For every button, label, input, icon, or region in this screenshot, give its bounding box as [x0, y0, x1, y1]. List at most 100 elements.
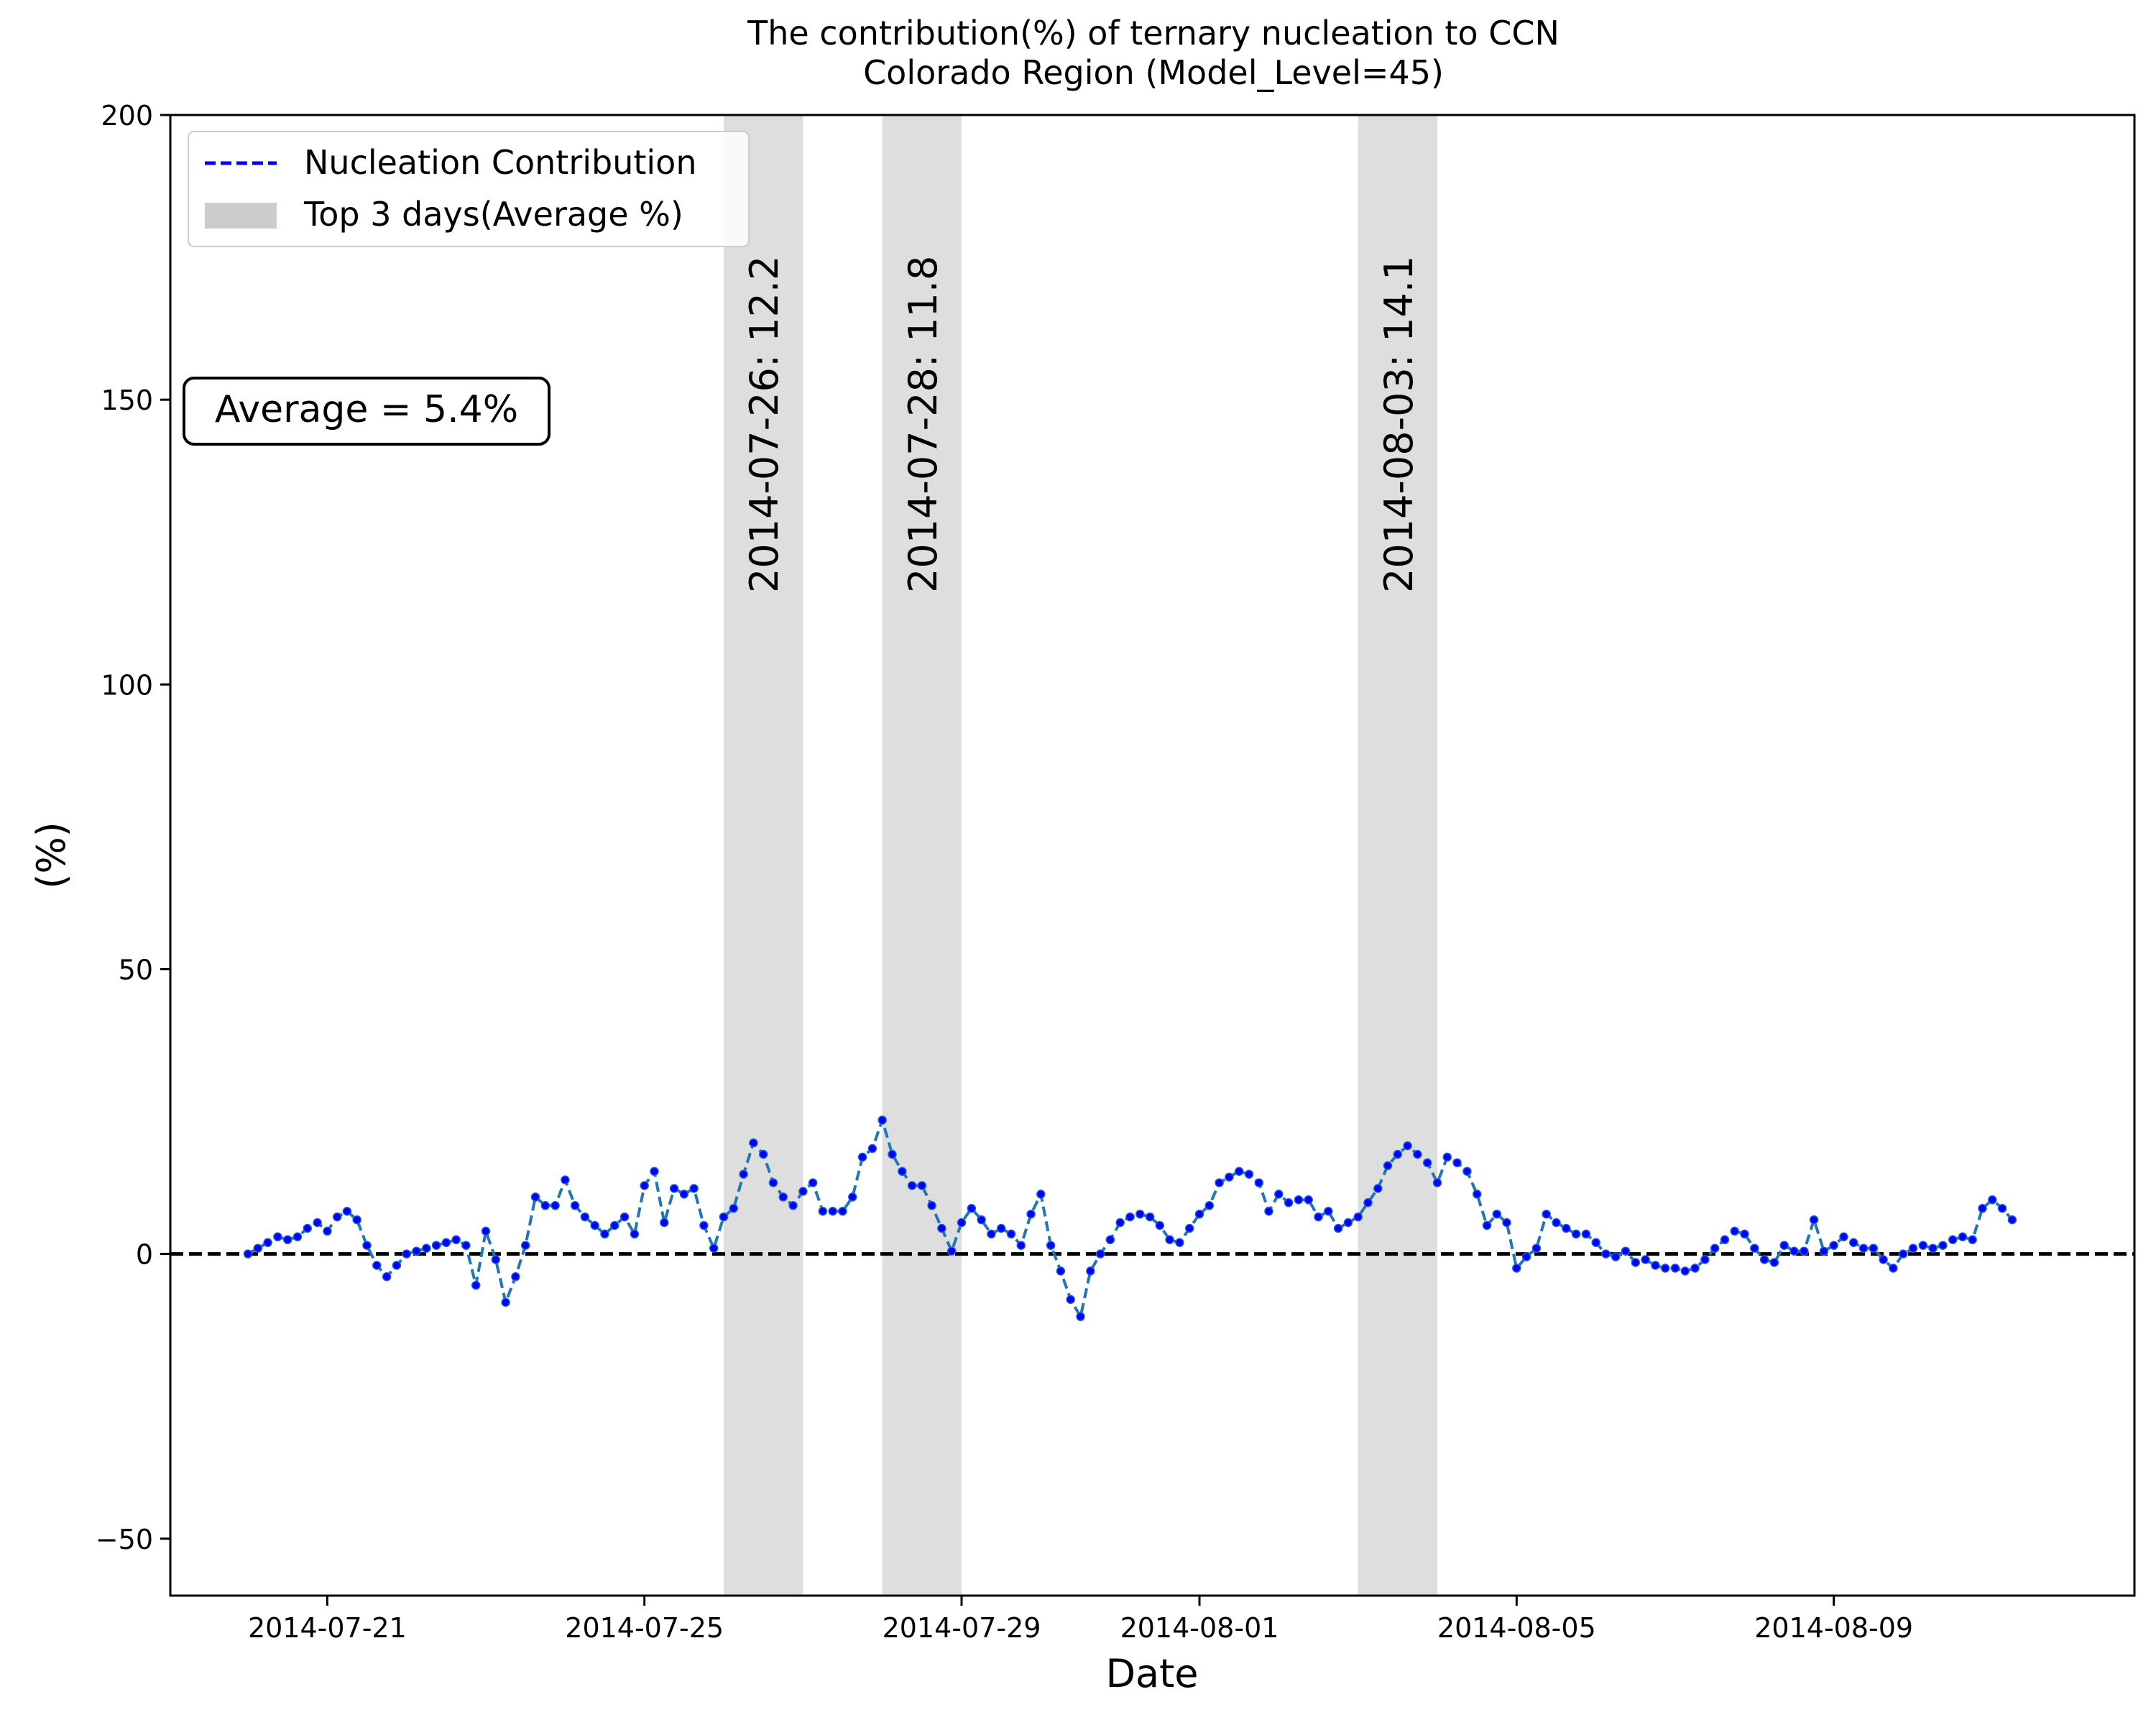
data-point	[1155, 1220, 1165, 1230]
data-point	[273, 1232, 282, 1242]
data-point	[669, 1184, 679, 1193]
data-point	[422, 1243, 431, 1253]
data-point	[1839, 1232, 1848, 1242]
data-point	[561, 1175, 570, 1184]
data-point	[917, 1181, 927, 1190]
data-point	[1660, 1264, 1670, 1273]
data-point	[630, 1229, 640, 1239]
data-point	[1105, 1235, 1115, 1245]
data-point	[1294, 1195, 1304, 1205]
data-point	[1898, 1249, 1908, 1259]
data-point	[927, 1201, 936, 1210]
data-point	[1908, 1243, 1918, 1253]
data-point	[1542, 1209, 1551, 1219]
data-point	[1215, 1178, 1224, 1187]
data-point	[1581, 1229, 1591, 1239]
data-point	[758, 1149, 768, 1159]
data-point	[1304, 1195, 1313, 1205]
data-point	[1135, 1209, 1145, 1219]
data-point	[1651, 1261, 1660, 1270]
data-point	[1046, 1241, 1056, 1250]
chart-title: The contribution(%) of ternary nucleatio…	[747, 14, 1560, 52]
data-point	[1879, 1255, 1888, 1264]
highlight-span-labels: 2014-07-26: 12.2 2014-07-28: 11.8 2014-08-…	[742, 256, 1422, 593]
data-point	[1829, 1241, 1838, 1250]
average-box: Average = 5.4%	[183, 377, 550, 446]
data-point	[1800, 1246, 1809, 1256]
data-point	[352, 1215, 361, 1225]
data-point	[848, 1192, 857, 1202]
data-point	[1184, 1223, 1194, 1233]
data-point	[313, 1218, 322, 1228]
data-point	[660, 1218, 669, 1228]
data-point	[600, 1229, 609, 1239]
data-point	[877, 1116, 887, 1125]
data-point	[838, 1206, 847, 1216]
data-point	[1641, 1255, 1650, 1264]
highlight-span-label: 2014-08-03: 14.1	[1376, 256, 1422, 593]
data-point	[1531, 1243, 1542, 1253]
data-point	[1769, 1258, 1779, 1267]
data-point	[788, 1201, 798, 1210]
plot-frame	[169, 114, 2136, 1597]
data-point	[1432, 1178, 1442, 1187]
highlight-span	[1358, 115, 1438, 1596]
x-tick-label: 2014-07-21	[248, 1612, 407, 1644]
data-point	[1631, 1258, 1641, 1267]
data-point	[1482, 1220, 1492, 1230]
data-point	[1789, 1246, 1799, 1256]
data-point	[1452, 1158, 1462, 1168]
data-point	[1472, 1190, 1482, 1199]
data-point	[1165, 1235, 1174, 1245]
data-point	[996, 1223, 1006, 1233]
data-point	[987, 1229, 996, 1239]
data-point	[570, 1201, 580, 1210]
x-tick-label: 2014-08-09	[1754, 1612, 1913, 1644]
data-point	[1086, 1266, 1095, 1276]
data-point	[1056, 1266, 1066, 1276]
data-point	[1720, 1235, 1730, 1245]
data-point	[530, 1192, 540, 1202]
data-point	[282, 1235, 292, 1245]
data-point	[263, 1238, 272, 1248]
data-point	[1928, 1243, 1938, 1253]
data-point	[1700, 1255, 1710, 1264]
data-point	[1373, 1184, 1383, 1193]
data-point	[441, 1238, 451, 1248]
data-point	[1750, 1243, 1759, 1253]
y-tick-label: 50	[119, 954, 153, 985]
data-point	[1958, 1232, 1968, 1242]
data-point	[719, 1212, 729, 1222]
data-point	[898, 1167, 907, 1176]
data-point	[1552, 1218, 1561, 1228]
data-point	[857, 1152, 867, 1162]
data-point	[1779, 1241, 1789, 1250]
data-point	[1759, 1255, 1769, 1264]
data-point	[1125, 1212, 1135, 1222]
data-point	[619, 1212, 630, 1222]
data-point	[818, 1206, 828, 1216]
data-point	[1601, 1249, 1611, 1259]
data-point	[402, 1249, 411, 1259]
data-point	[977, 1215, 986, 1225]
data-point	[461, 1241, 471, 1250]
data-point	[907, 1181, 917, 1190]
highlight-span-label: 2014-07-26: 12.2	[742, 256, 787, 593]
series-layer	[243, 1115, 2017, 1322]
data-point	[1274, 1190, 1284, 1199]
data-point	[1621, 1246, 1631, 1256]
data-point	[1889, 1264, 1898, 1273]
data-point	[520, 1241, 530, 1250]
data-point	[431, 1241, 441, 1250]
data-point	[1462, 1167, 1472, 1176]
data-point	[1591, 1238, 1600, 1248]
data-point	[372, 1261, 382, 1270]
chart-subtitle: Colorado Region (Model_Level=45)	[863, 53, 1444, 92]
data-point	[1858, 1243, 1869, 1253]
data-point	[292, 1232, 303, 1242]
data-point	[1254, 1178, 1264, 1187]
y-tick-label: 200	[101, 100, 153, 132]
data-point	[967, 1203, 977, 1213]
data-point	[1095, 1249, 1105, 1259]
data-point	[580, 1212, 590, 1222]
